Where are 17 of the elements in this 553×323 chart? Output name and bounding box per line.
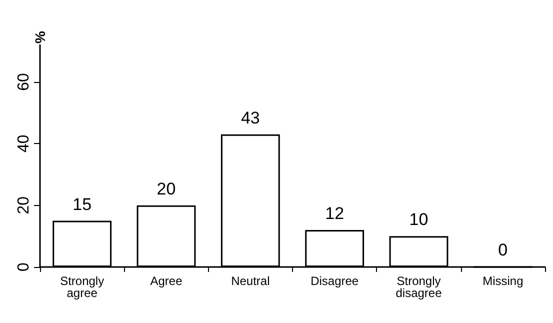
data-label: 10 bbox=[409, 210, 428, 230]
data-label: 0 bbox=[498, 240, 508, 260]
x-tick-label: Strongly disagree bbox=[396, 274, 442, 300]
x-tick-label: Neutral bbox=[231, 274, 270, 288]
y-axis-title: % bbox=[32, 30, 48, 44]
data-label: 43 bbox=[240, 108, 260, 128]
data-label: 20 bbox=[156, 179, 176, 198]
data-label: 12 bbox=[325, 204, 344, 223]
y-tick-label: 0 bbox=[16, 262, 32, 272]
x-tick-label: Agree bbox=[150, 274, 183, 288]
data-label: 15 bbox=[72, 194, 92, 214]
x-tick-label: Disagree bbox=[310, 274, 359, 288]
y-tick-label: 60 bbox=[16, 73, 32, 91]
y-tick-label: 20 bbox=[16, 196, 32, 214]
y-tick-label: 40 bbox=[16, 134, 32, 153]
x-tick-label: Strongly agree bbox=[60, 274, 104, 300]
x-tick-label: Missing bbox=[482, 274, 524, 288]
